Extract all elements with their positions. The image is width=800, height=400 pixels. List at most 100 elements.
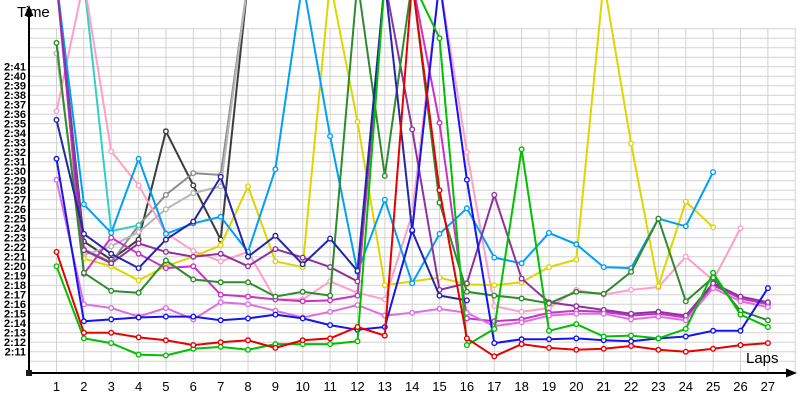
data-point-red <box>600 345 607 352</box>
x-tick-label: 8 <box>244 379 251 394</box>
data-point-pink <box>108 148 115 155</box>
data-point-forestgreen <box>573 288 580 295</box>
data-point-red <box>327 335 334 342</box>
data-point-red <box>162 337 169 344</box>
y-tick-label: 2:35 <box>4 119 26 131</box>
data-point-pink <box>628 286 635 293</box>
y-tick-label: 2:28 <box>4 185 26 197</box>
data-point-forestgreen <box>135 289 142 296</box>
data-point-navy <box>217 173 224 180</box>
data-point-violet <box>436 305 443 312</box>
data-point-green <box>80 335 87 342</box>
y-tick-label: 2:30 <box>4 166 26 178</box>
y-tick-label: 2:40 <box>4 71 26 83</box>
data-point-forestgreen <box>162 257 169 264</box>
x-tick-label: 6 <box>190 379 197 394</box>
data-point-purple <box>108 260 115 267</box>
data-point-yellow <box>272 258 279 265</box>
series-navy <box>53 0 470 304</box>
data-point-skyblue <box>135 155 142 162</box>
data-point-violet <box>162 305 169 312</box>
data-point-forestgreen <box>327 292 334 299</box>
data-point-pink <box>737 225 744 232</box>
data-point-violet <box>737 298 744 305</box>
data-point-navy <box>244 253 251 260</box>
data-point-yellow <box>217 242 224 249</box>
series-yellow <box>57 0 717 290</box>
data-point-forestgreen <box>244 279 251 286</box>
data-point-magenta <box>190 263 197 270</box>
data-point-purple <box>518 275 525 282</box>
data-point-purple <box>162 248 169 255</box>
y-tick-label: 2:11 <box>5 347 26 359</box>
data-point-purple <box>764 299 771 306</box>
data-point-green <box>491 325 498 332</box>
data-point-magenta <box>354 292 361 299</box>
data-point-green <box>573 321 580 328</box>
data-point-violet <box>108 305 115 312</box>
data-point-green <box>764 324 771 331</box>
data-point-gray <box>190 170 197 177</box>
data-point-skyblue <box>546 229 553 236</box>
data-point-purple <box>710 280 717 287</box>
y-tick-label: 2:20 <box>4 261 26 273</box>
data-point-skyblue <box>573 241 580 248</box>
data-point-violet <box>409 309 416 316</box>
data-point-yellow <box>491 282 498 289</box>
data-point-purple <box>217 250 224 257</box>
data-point-red <box>518 341 525 348</box>
y-tick-label: 2:17 <box>4 290 26 302</box>
data-point-magenta <box>244 293 251 300</box>
data-point-yellow <box>381 282 388 289</box>
x-tick-label: 24 <box>679 379 693 394</box>
data-point-skyblue <box>710 169 717 176</box>
data-point-skyblue <box>518 260 525 267</box>
data-point-pink <box>491 303 498 310</box>
x-tick-labels: 1 2 3 4 5 6 7 8 9 10 11 12 13 14 15 16 17 18 19 20 21 22 23 24 2… <box>53 379 775 394</box>
data-point-navy <box>463 297 470 304</box>
data-point-silver <box>190 190 197 197</box>
data-point-blue <box>108 316 115 323</box>
data-point-purple <box>190 253 197 260</box>
data-point-blue <box>409 227 416 234</box>
data-point-yellow <box>682 198 689 205</box>
data-point-skyblue <box>491 254 498 261</box>
data-point-green <box>436 35 443 42</box>
y-tick-label: 2:26 <box>4 204 26 216</box>
x-tick-label: 22 <box>624 379 638 394</box>
data-point-green <box>162 352 169 359</box>
y-tick-label: 2:15 <box>4 309 26 321</box>
data-point-black <box>190 182 197 189</box>
data-point-violet <box>53 176 60 183</box>
y-tick-label: 2:39 <box>4 81 26 93</box>
data-point-forestgreen <box>217 279 224 286</box>
grid <box>29 28 796 373</box>
series-red <box>53 0 771 360</box>
data-point-blue <box>491 340 498 347</box>
data-point-green <box>518 146 525 153</box>
x-tick-label: 25 <box>706 379 720 394</box>
data-point-skyblue <box>327 133 334 140</box>
data-point-pink <box>518 308 525 315</box>
data-point-violet <box>327 308 334 315</box>
data-point-forestgreen <box>108 287 115 294</box>
data-point-violet <box>217 299 224 306</box>
data-point-violet <box>463 309 470 316</box>
series-forestgreen <box>53 0 771 324</box>
y-tick-label: 2:41 <box>4 62 26 74</box>
y-tick-label: 2:25 <box>4 214 26 226</box>
data-point-blue <box>463 176 470 183</box>
data-point-yellow <box>135 277 142 284</box>
data-point-violet <box>682 317 689 324</box>
data-point-purple <box>135 240 142 247</box>
data-point-skyblue <box>600 264 607 271</box>
data-point-purple <box>573 303 580 310</box>
data-point-violet <box>244 301 251 308</box>
data-point-navy <box>354 267 361 274</box>
y-tick-label: 2:33 <box>4 138 26 150</box>
data-point-blue <box>53 155 60 162</box>
data-point-red <box>682 348 689 355</box>
axes <box>28 14 789 374</box>
data-point-green <box>710 269 717 276</box>
data-point-yellow <box>710 224 717 231</box>
